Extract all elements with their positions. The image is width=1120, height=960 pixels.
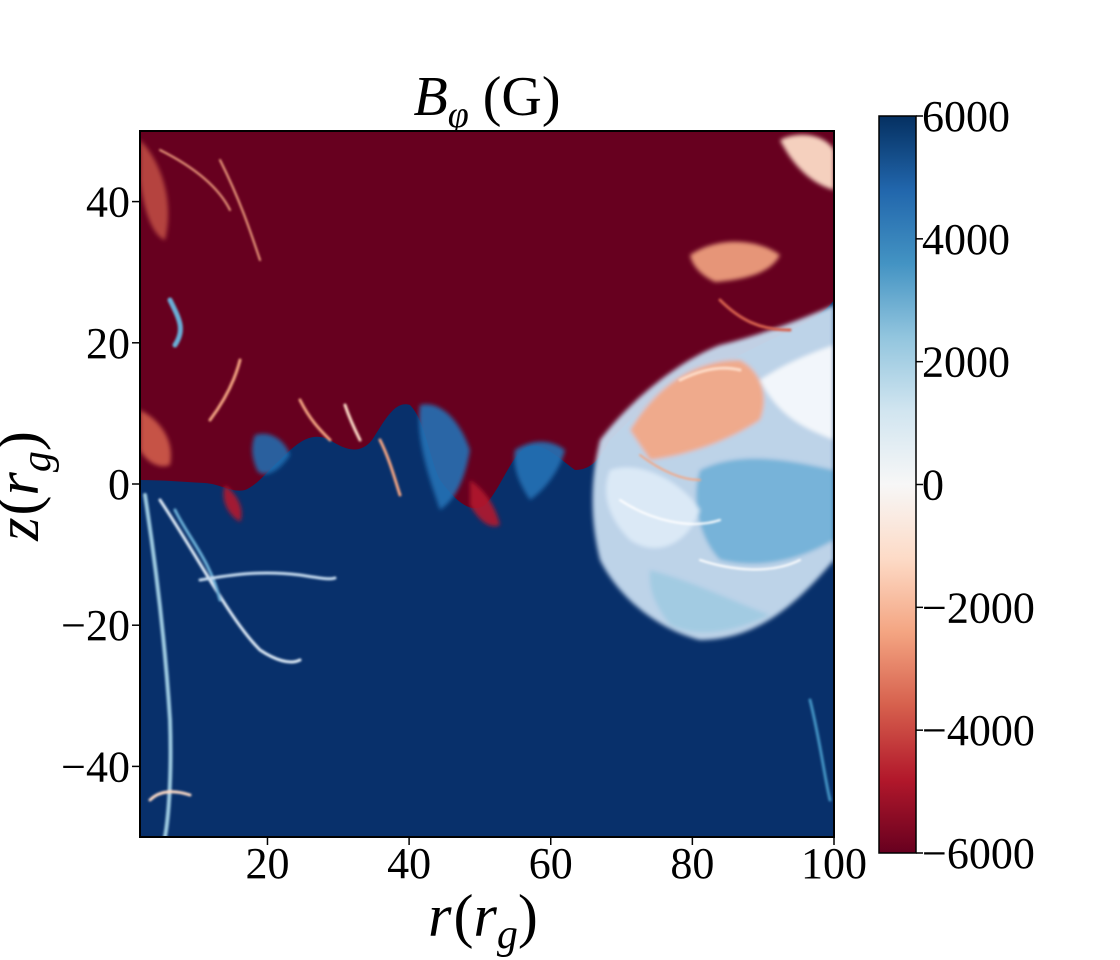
- x-tick-label: 40: [387, 839, 431, 888]
- field-structure: [514, 441, 565, 500]
- field-filament: [173, 508, 222, 602]
- title-subscript: φ: [448, 94, 469, 136]
- field-structure: [140, 410, 171, 467]
- y-tick-label: 0: [108, 460, 130, 509]
- colorbar-ticks: 6000 4000 2000 0 −2000 −4000 −6000: [916, 92, 1035, 878]
- heatmap-plot-area: [140, 131, 834, 837]
- colorbar-gradient: [879, 116, 916, 853]
- colorbar-tick-label: −4000: [922, 706, 1035, 755]
- colorbar: 6000 4000 2000 0 −2000 −4000 −6000: [878, 92, 1035, 878]
- field-filament: [143, 493, 173, 837]
- field-structure: [690, 241, 780, 282]
- y-tick-label: 20: [86, 319, 130, 368]
- turbulent-structures: [140, 134, 834, 640]
- field-filament: [148, 790, 192, 802]
- upper-region-negative-field: [140, 131, 834, 509]
- field-filament: [208, 358, 242, 422]
- field-structure: [606, 467, 700, 549]
- field-structure: [252, 433, 290, 475]
- x-axis: 20 40 60 80 100: [245, 837, 867, 888]
- title-unit: (G): [483, 66, 561, 128]
- y-tick-label: −20: [61, 601, 130, 650]
- field-filament: [158, 498, 302, 664]
- y-axis-title: z(rg): [0, 431, 60, 542]
- colorbar-tick-label: −2000: [922, 583, 1035, 632]
- colorbar-tick-label: −6000: [922, 829, 1035, 878]
- field-filament: [167, 297, 183, 348]
- x-tick-label: 80: [670, 839, 714, 888]
- chart-title: Bφ (G): [414, 66, 561, 136]
- field-filament: [159, 149, 231, 211]
- field-structure: [140, 140, 169, 240]
- field-structure: [223, 485, 242, 522]
- colorbar-tick-label: 0: [922, 461, 944, 510]
- field-structure: [470, 480, 500, 527]
- field-filament: [639, 454, 701, 481]
- field-filament: [808, 698, 832, 802]
- field-structure: [696, 458, 834, 564]
- field-structure: [760, 345, 834, 440]
- x-tick-label: 100: [801, 839, 867, 888]
- field-filament: [678, 366, 742, 382]
- field-structure: [630, 360, 764, 460]
- colorbar-tick-label: 6000: [922, 92, 1010, 141]
- x-axis-title: r(rg): [428, 883, 538, 958]
- field-structure: [780, 134, 834, 190]
- y-axis: 40 20 0 −20 −40: [61, 178, 140, 791]
- field-filament: [219, 159, 261, 261]
- colorbar-tick-label: 2000: [922, 338, 1010, 387]
- y-tick-label: −40: [61, 742, 130, 791]
- field-filament: [619, 499, 721, 525]
- x-tick-label: 60: [529, 839, 573, 888]
- x-tick-label: 20: [245, 839, 289, 888]
- field-filament: [298, 398, 332, 442]
- field-filament: [343, 403, 362, 442]
- field-filament: [198, 571, 337, 582]
- colorbar-tick-label: 4000: [922, 215, 1010, 264]
- field-filament: [699, 559, 801, 571]
- field-structure: [649, 570, 770, 633]
- y-tick-label: 40: [86, 178, 130, 227]
- field-filament: [378, 438, 402, 497]
- title-symbol: B: [414, 66, 448, 128]
- fine-filaments: [143, 149, 832, 837]
- field-structure: [419, 404, 470, 510]
- field-filament: [718, 298, 792, 332]
